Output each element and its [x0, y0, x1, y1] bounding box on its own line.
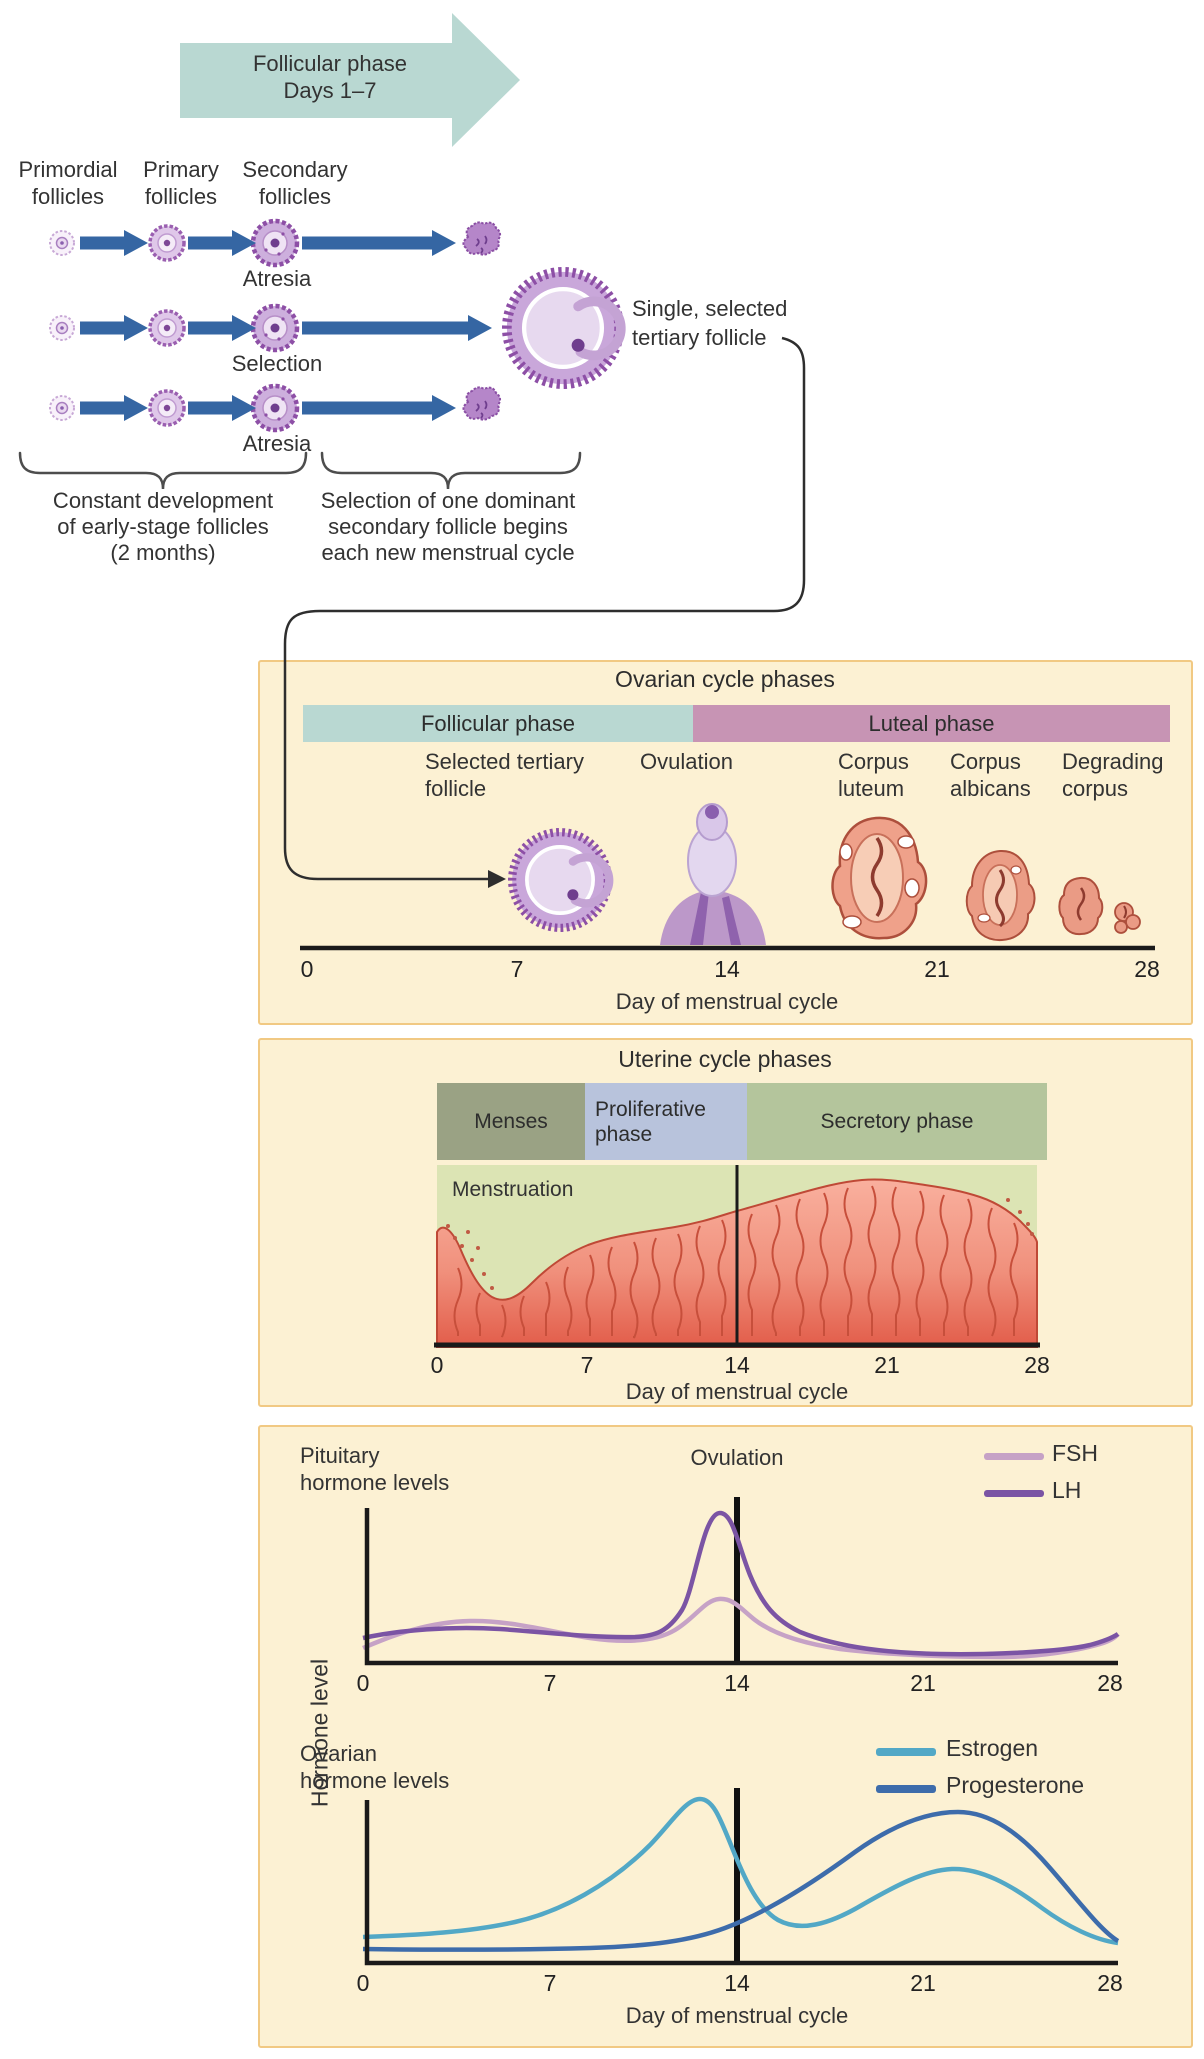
follicle-row-2	[49, 306, 297, 350]
menses-segment: Menses	[437, 1083, 585, 1160]
chart1-tick-0: 0	[356, 1670, 370, 1696]
ovarian-tick-14: 14	[714, 956, 740, 982]
ovarian-tick-21: 21	[924, 956, 950, 982]
progesterone-legend-label: Progesterone	[946, 1772, 1085, 1798]
atretic-follicle-icon	[462, 221, 502, 256]
uterine-tick-28: 28	[1024, 1352, 1050, 1378]
chart1-tick-28: 28	[1097, 1670, 1123, 1696]
ovarian-panel-title: Ovarian cycle phases	[615, 666, 835, 692]
ovarian-tick-28: 28	[1134, 956, 1160, 982]
progesterone-legend-swatch	[876, 1785, 936, 1793]
pituitary-hormones-label: Pituitary hormone levels	[300, 1443, 450, 1495]
row1-fate-label: Atresia	[242, 266, 312, 291]
brace-left-caption: Constant development of early-stage folli…	[52, 488, 274, 565]
follicle-row-1	[49, 221, 502, 265]
ovarian-axis-caption: Day of menstrual cycle	[615, 989, 839, 1014]
secretory-segment: Secretory phase	[747, 1083, 1047, 1160]
development-arrows	[80, 230, 492, 421]
fsh-legend-swatch	[984, 1453, 1044, 1460]
uterine-tick-0: 0	[430, 1352, 444, 1378]
fsh-legend-label: FSH	[1052, 1440, 1098, 1466]
lh-legend-label: LH	[1052, 1477, 1082, 1503]
follicle-row-3	[49, 386, 502, 430]
atretic-follicle-icon	[462, 386, 502, 421]
chart2-tick-14: 14	[724, 1970, 750, 1996]
estrogen-legend-label: Estrogen	[946, 1735, 1039, 1761]
column-label-secondary: Secondary follicles	[242, 157, 348, 209]
follicular-phase-segment: Follicular phase	[303, 705, 693, 742]
uterine-tick-14: 14	[724, 1352, 750, 1378]
uterine-panel-title: Uterine cycle phases	[618, 1046, 832, 1072]
brace-icons	[18, 451, 582, 490]
ovarian-phase-bar: Follicular phase Luteal phase	[303, 705, 1170, 742]
selected-follicle-label: Single, selected tertiary follicle	[632, 296, 788, 350]
single-tertiary-follicle-icon	[507, 272, 621, 384]
stage-label-corpus-luteum: Corpus luteum	[838, 749, 909, 801]
uterine-tick-21: 21	[874, 1352, 900, 1378]
proliferative-segment: Proliferative phase	[585, 1083, 747, 1160]
ovarian-hormones-label: Ovarian hormone levels	[300, 1741, 450, 1793]
ovarian-tick-7: 7	[510, 956, 524, 982]
estrogen-legend-swatch	[876, 1748, 936, 1756]
lh-legend-swatch	[984, 1490, 1044, 1497]
stage-label-corpus-albicans: Corpus albicans	[950, 749, 1031, 801]
stage-label-degrading-corpus: Degrading corpus	[1062, 749, 1164, 801]
uterine-axis-caption: Day of menstrual cycle	[625, 1379, 849, 1404]
uterine-phase-bar: Menses Proliferative phase Secretory phas…	[437, 1083, 1047, 1160]
phase-arrow-label: Follicular phase Days 1–7	[252, 51, 408, 103]
column-label-primordial: Primordial follicles	[18, 157, 118, 209]
stage-label-selected-follicle: Selected tertiary follicle	[425, 749, 584, 801]
chart2-tick-28: 28	[1097, 1970, 1123, 1996]
row3-fate-label: Atresia	[242, 431, 312, 456]
chart1-tick-14: 14	[724, 1670, 750, 1696]
chart2-tick-0: 0	[356, 1970, 370, 1996]
hormone-levels-panel	[258, 1425, 1193, 2048]
hormone-axis-caption: Day of menstrual cycle	[625, 2003, 849, 2028]
chart2-tick-21: 21	[910, 1970, 936, 1996]
menstruation-label: Menstruation	[452, 1178, 574, 1201]
ovarian-tick-0: 0	[300, 956, 314, 982]
ovulation-label: Ovulation	[690, 1445, 784, 1470]
chart2-tick-7: 7	[543, 1970, 557, 1996]
luteal-phase-segment: Luteal phase	[693, 705, 1170, 742]
column-label-primary: Primary follicles	[143, 157, 219, 209]
chart1-tick-21: 21	[910, 1670, 936, 1696]
stage-label-ovulation: Ovulation	[640, 749, 733, 774]
row2-fate-label: Selection	[231, 351, 323, 376]
chart1-tick-7: 7	[543, 1670, 557, 1696]
brace-right-caption: Selection of one dominant secondary folli…	[320, 488, 576, 565]
uterine-tick-7: 7	[580, 1352, 594, 1378]
